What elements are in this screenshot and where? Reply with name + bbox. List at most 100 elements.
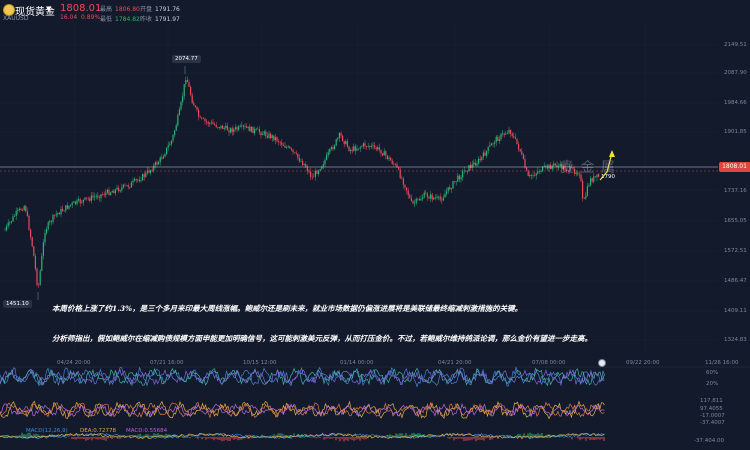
candle-body [20, 208, 22, 211]
candle-body [210, 122, 212, 124]
ind1-line-c [0, 368, 605, 386]
low-value: 1784.82 [115, 16, 140, 23]
candle-body [441, 199, 443, 201]
instrument-title[interactable]: 现货黄金 [15, 7, 55, 18]
low-field: 最低 1784.82 [100, 14, 140, 23]
candle-body [503, 133, 505, 135]
candle-body [278, 141, 280, 143]
candle-body [270, 133, 272, 139]
candle-body [516, 138, 518, 144]
scroll-end-handle [598, 359, 606, 367]
candle-body [286, 147, 288, 148]
ind2-line-b [0, 401, 605, 419]
candle-body [142, 174, 144, 181]
candle-body [194, 105, 196, 107]
candle-body [486, 150, 488, 156]
candle-body [340, 133, 342, 136]
candle-body [66, 205, 68, 209]
candle-body [284, 145, 286, 148]
candle-body [42, 242, 44, 256]
candle-body [209, 123, 211, 124]
candle-body [143, 174, 145, 177]
candle-body [92, 195, 94, 198]
candle-body [556, 165, 558, 168]
ind2-tick: 117.811 [700, 398, 723, 404]
candle-body [222, 125, 224, 129]
candle-body [490, 143, 492, 146]
candle-body [514, 136, 516, 139]
candle-body [529, 174, 531, 177]
indicator-1-panel [0, 366, 605, 388]
candle-body [386, 155, 388, 159]
candle-body [94, 196, 96, 198]
current-price-tag: 1808.01 [719, 162, 750, 172]
candle-body [276, 137, 278, 142]
dea-label: DEA:0.72778 [80, 428, 116, 434]
candle-body [50, 221, 52, 222]
candle-body [366, 146, 368, 147]
candle-body [326, 154, 328, 160]
candle-body [593, 176, 595, 182]
candle-body [478, 158, 480, 164]
candle-body [273, 135, 275, 141]
candle-body [102, 194, 104, 195]
candle-body [322, 164, 324, 167]
candle-body [382, 153, 384, 156]
candle-body [356, 148, 358, 151]
candle-body [190, 86, 192, 96]
candle-body [390, 157, 392, 161]
date-tick: 10/15 12:00 [243, 360, 277, 366]
candle-body [124, 184, 126, 186]
candle-body [233, 128, 235, 133]
candle-body [110, 192, 112, 195]
candle-body [425, 192, 427, 194]
macd-label: MACD(12,26,9) [26, 428, 68, 434]
candle-body [292, 149, 294, 153]
candle-body [337, 138, 339, 140]
open-field: 开盘 1791.76 [140, 4, 180, 13]
candle-body [447, 187, 449, 192]
candle-body [7, 222, 9, 227]
candle-body [330, 147, 332, 150]
candle-body [580, 174, 582, 182]
candle-body [108, 189, 110, 195]
candle-body [223, 128, 225, 129]
candle-body [588, 185, 590, 187]
candle-body [116, 187, 118, 190]
candle-body [87, 198, 89, 199]
chevron-down-icon[interactable]: ▼ [46, 5, 52, 13]
candle-body [44, 232, 46, 243]
ind2-tick: -17.0007 [700, 413, 725, 419]
candle-body [262, 134, 264, 136]
last-price: 1808.01 [60, 3, 102, 14]
candle-body [314, 170, 316, 177]
candle-body [60, 208, 62, 215]
candle-body [198, 109, 200, 117]
candle-body [481, 156, 483, 161]
candle-body [468, 164, 470, 172]
candle-body [300, 161, 302, 162]
candle-body [148, 170, 150, 173]
candle-body [545, 165, 547, 167]
candle-body [582, 181, 584, 199]
candle-body [132, 180, 134, 183]
candle-body [423, 192, 425, 198]
candle-body [268, 133, 270, 138]
candle-body [594, 176, 596, 178]
candle-body [154, 162, 156, 166]
candle-body [375, 147, 377, 150]
candle-body [540, 171, 542, 172]
date-tick: 01/14 00:00 [340, 360, 374, 366]
price-tick: 1901.85 [724, 129, 747, 135]
candle-body [170, 140, 172, 145]
candle-body [497, 136, 499, 142]
candle-body [535, 173, 537, 176]
ind1-line-a [0, 366, 605, 388]
candle-body [137, 179, 139, 181]
candle-body [303, 164, 305, 166]
candle-body [399, 169, 401, 179]
candle-body [433, 197, 435, 200]
candle-body [239, 126, 241, 127]
candle-body [242, 125, 244, 127]
